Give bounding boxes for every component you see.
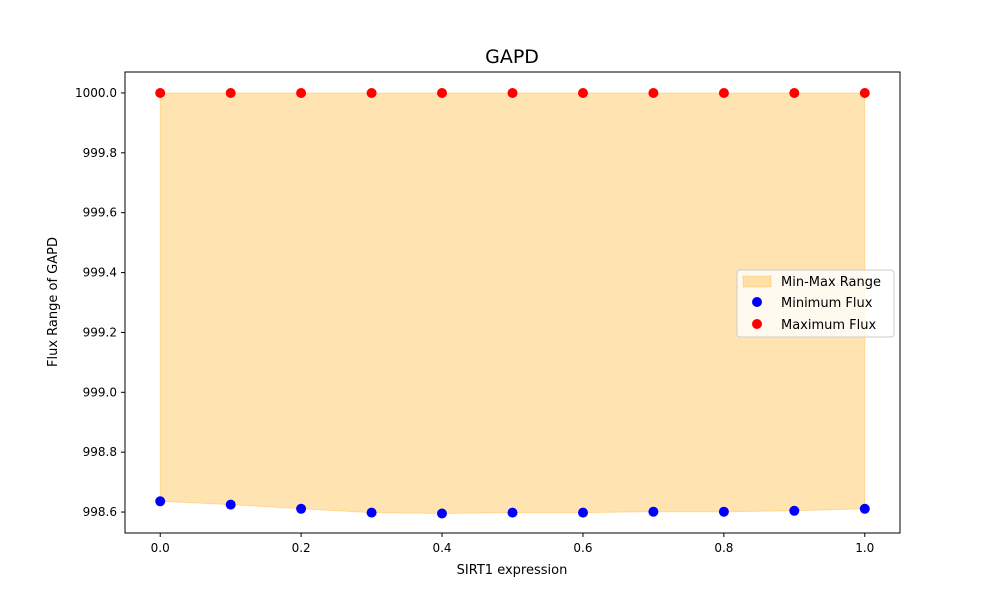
minimum-flux-point xyxy=(155,496,166,507)
y-tick-label: 999.6 xyxy=(83,206,117,220)
minimum-flux-point xyxy=(718,506,729,517)
legend: Min-Max Range Minimum Flux Maximum Flux xyxy=(736,269,895,338)
legend-marker-minimum-flux xyxy=(752,297,762,307)
minimum-flux-point xyxy=(437,508,447,519)
y-tick-label: 1000.0 xyxy=(75,86,117,100)
maximum-flux-point xyxy=(366,88,377,98)
y-axis: 998.6 998.8 999.0 999.2 999.4 999.6 999.8 1000.… xyxy=(75,86,125,519)
legend-label-min-max-range: Min-Max Range xyxy=(781,275,881,290)
x-tick-label: 0.2 xyxy=(292,541,311,555)
plot-area xyxy=(155,88,870,519)
plot-frame xyxy=(124,71,901,534)
maximum-flux-point xyxy=(859,88,870,98)
maximum-flux-point xyxy=(507,88,518,98)
y-tick-label: 999.2 xyxy=(83,325,117,339)
legend-label-maximum-flux: Maximum Flux xyxy=(781,318,877,333)
maximum-flux-point xyxy=(648,88,659,98)
maximum-flux-series xyxy=(155,88,870,98)
maximum-flux-point xyxy=(718,88,729,98)
minimum-flux-point xyxy=(859,503,870,514)
minimum-flux-point xyxy=(296,503,307,514)
maximum-flux-point xyxy=(155,88,166,98)
maximum-flux-point xyxy=(225,88,236,98)
y-tick-label: 999.4 xyxy=(83,266,117,280)
x-tick-label: 0.6 xyxy=(573,541,592,555)
y-tick-label: 999.8 xyxy=(83,146,117,160)
maximum-flux-point xyxy=(437,88,447,98)
x-axis: 0.0 0.2 0.4 0.6 0.8 1.0 xyxy=(151,533,874,555)
minimum-flux-point xyxy=(225,499,236,510)
x-tick-label: 1.0 xyxy=(855,541,874,555)
chart-title: GAPD xyxy=(485,46,539,68)
legend-box xyxy=(736,269,895,338)
minimum-flux-point xyxy=(789,505,800,516)
minimum-flux-point xyxy=(366,507,377,518)
y-axis-label: Flux Range of GAPD xyxy=(46,237,61,367)
maximum-flux-point xyxy=(578,88,588,98)
minimum-flux-point xyxy=(507,507,518,518)
y-tick-label: 998.6 xyxy=(83,505,117,519)
maximum-flux-point xyxy=(296,88,307,98)
x-tick-label: 0.4 xyxy=(432,541,451,555)
minimum-flux-series xyxy=(155,496,870,519)
y-tick-label: 999.0 xyxy=(83,385,117,399)
y-tick-label: 998.8 xyxy=(83,445,117,459)
x-tick-label: 0.0 xyxy=(151,541,170,555)
minimum-flux-point xyxy=(648,506,659,517)
legend-swatch-min-max-range xyxy=(742,275,772,288)
x-tick-label: 0.8 xyxy=(714,541,733,555)
minimum-flux-point xyxy=(578,507,588,518)
legend-label-minimum-flux: Minimum Flux xyxy=(781,296,873,311)
legend-marker-maximum-flux xyxy=(752,319,762,329)
x-axis-label: SIRT1 expression xyxy=(457,563,568,578)
maximum-flux-point xyxy=(789,88,800,98)
